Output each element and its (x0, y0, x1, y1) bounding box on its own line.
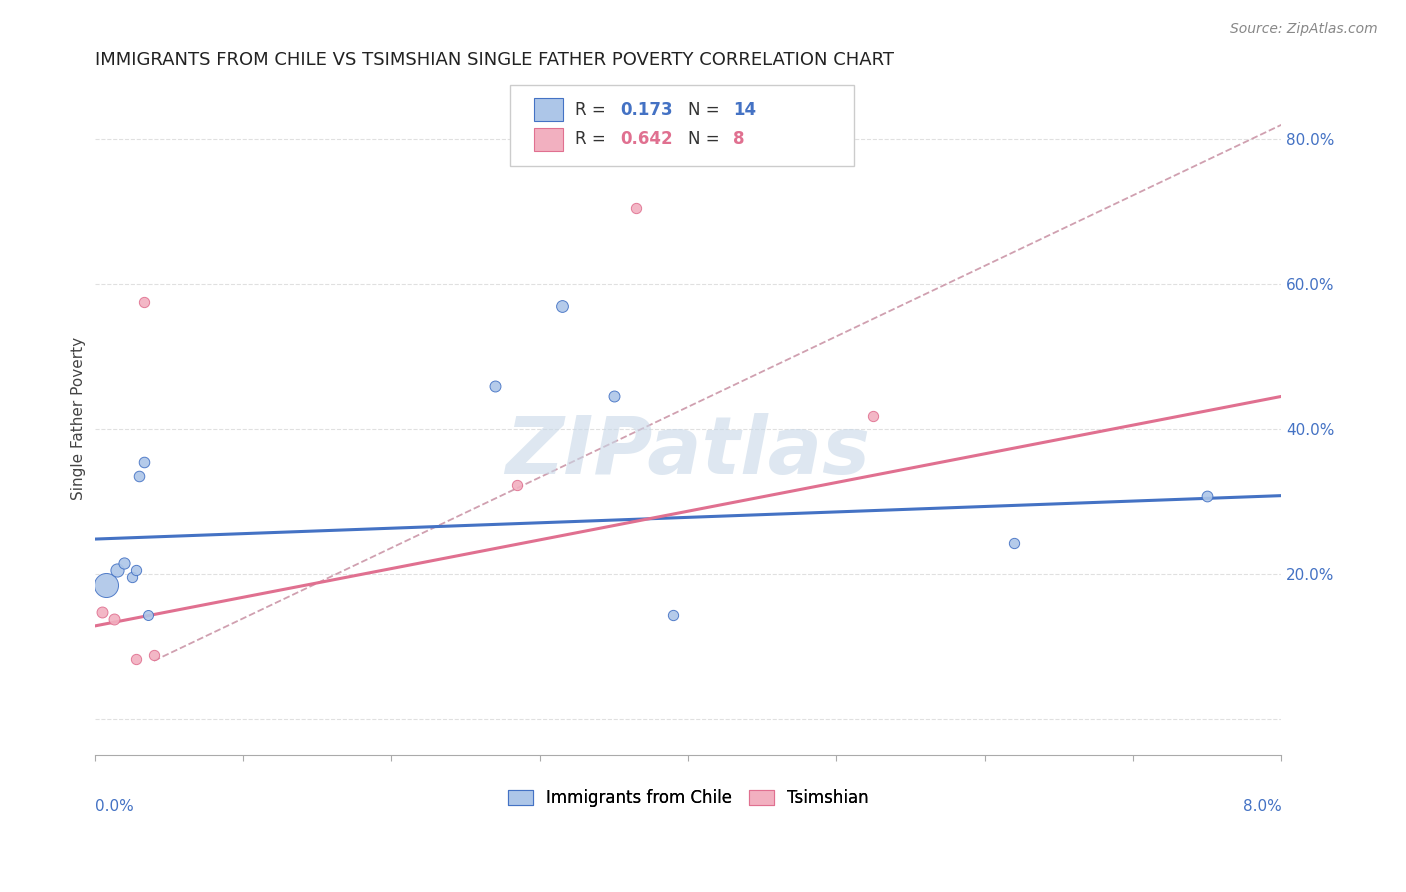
Text: 8.0%: 8.0% (1243, 798, 1281, 814)
Point (662, 608, 685, 623)
Point (484, 378, 506, 392)
Text: N =: N = (688, 101, 725, 119)
Text: 8: 8 (733, 130, 745, 148)
Text: 0.0%: 0.0% (94, 798, 134, 814)
Point (142, 648, 165, 662)
Text: IMMIGRANTS FROM CHILE VS TSIMSHIAN SINGLE FATHER POVERTY CORRELATION CHART: IMMIGRANTS FROM CHILE VS TSIMSHIAN SINGL… (94, 51, 894, 69)
Y-axis label: Single Father Poverty: Single Father Poverty (72, 336, 86, 500)
FancyBboxPatch shape (510, 85, 853, 166)
Point (128, 469, 150, 483)
Text: R =: R = (575, 130, 612, 148)
Point (624, 201, 647, 215)
Point (132, 454, 155, 468)
Point (112, 556, 135, 570)
Point (551, 299, 574, 313)
Point (862, 409, 884, 423)
Text: 0.642: 0.642 (620, 130, 673, 148)
Point (136, 608, 159, 623)
Point (121, 570, 143, 584)
Text: 0.173: 0.173 (620, 101, 673, 119)
Point (105, 563, 128, 577)
Point (125, 563, 148, 577)
Text: 14: 14 (733, 101, 756, 119)
Point (603, 389, 626, 403)
Legend: Immigrants from Chile, Tsimshian: Immigrants from Chile, Tsimshian (501, 782, 875, 814)
Text: Source: ZipAtlas.com: Source: ZipAtlas.com (1230, 22, 1378, 37)
Point (1002, 535, 1025, 549)
Point (91, 605, 114, 619)
FancyBboxPatch shape (534, 128, 564, 151)
Point (1197, 489, 1219, 503)
Text: R =: R = (575, 101, 612, 119)
Point (96, 578, 118, 592)
Point (506, 478, 529, 492)
Point (132, 295, 155, 310)
FancyBboxPatch shape (534, 98, 564, 121)
Point (125, 651, 148, 665)
Text: N =: N = (688, 130, 725, 148)
Text: ZIPatlas: ZIPatlas (506, 413, 870, 491)
Point (103, 612, 125, 626)
